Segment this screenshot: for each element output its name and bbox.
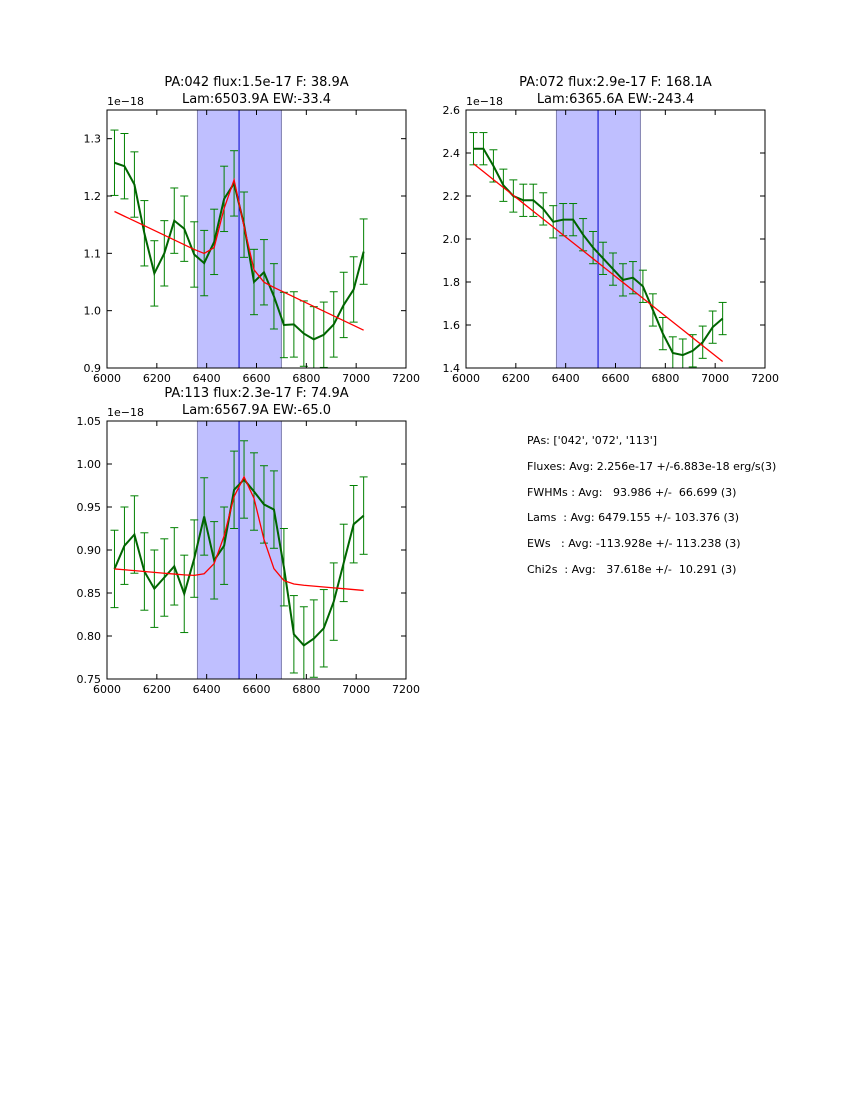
x-tick-label: 6400 <box>193 683 221 696</box>
y-tick-label: 0.85 <box>77 587 102 600</box>
y-tick-label: 1.05 <box>77 415 102 428</box>
data-line <box>113 477 365 647</box>
x-tick-label: 7000 <box>342 372 370 385</box>
summary-ews: EWs : Avg: -113.928e +/- 113.238 (3) <box>527 537 741 551</box>
x-tick-label: 6200 <box>143 683 171 696</box>
fit-line <box>114 475 364 592</box>
plot-area <box>110 110 368 368</box>
exponent-label: 1e−18 <box>107 95 144 108</box>
y-tick-label: 1.8 <box>443 276 461 289</box>
x-tick-label: 6200 <box>143 372 171 385</box>
x-tick-label: 6800 <box>292 683 320 696</box>
x-tick-label: 7000 <box>342 683 370 696</box>
plot-area <box>110 421 368 679</box>
y-tick-label: 0.9 <box>84 362 102 375</box>
x-tick-label: 7200 <box>392 683 420 696</box>
chart-panel-1: 6000 6200 6400 6600 6800 7000 7200 0.9 1.0 1.1 1.2… <box>84 75 421 385</box>
exponent-label: 1e−18 <box>107 406 144 419</box>
y-tick-label: 2.4 <box>443 147 461 160</box>
summary-fwhms: FWHMs : Avg: 93.986 +/- 66.699 (3) <box>527 485 737 499</box>
y-tick-label: 1.3 <box>84 133 102 146</box>
fit-line <box>473 163 724 363</box>
chart-title-line2: Lam:6567.9A EW:-65.0 <box>182 403 331 418</box>
x-tick-label: 7000 <box>701 372 729 385</box>
y-tick-label: 1.6 <box>443 319 461 332</box>
chart-title-line1: PA:072 flux:2.9e-17 F: 168.1A <box>519 75 712 90</box>
chart-title-line1: PA:042 flux:1.5e-17 F: 38.9A <box>164 75 348 90</box>
x-tick-label: 6000 <box>93 372 121 385</box>
chart-panel-2: 6000 6200 6400 6600 6800 7000 7200 1.4 1.6 1.8 2.0… <box>443 75 780 385</box>
y-tick-label: 1.0 <box>84 305 102 318</box>
x-tick-label: 7200 <box>392 372 420 385</box>
x-tick-label: 7200 <box>751 372 779 385</box>
x-tick-label: 6600 <box>243 683 271 696</box>
chart-panel-3: 6000 6200 6400 6600 6800 7000 7200 0.75 0.80 0.85… <box>77 386 421 696</box>
y-tick-label: 2.6 <box>443 104 461 117</box>
y-tick-label: 1.4 <box>443 362 461 375</box>
x-tick-label: 6800 <box>651 372 679 385</box>
y-tick-label: 2.0 <box>443 233 461 246</box>
y-tick-label: 0.80 <box>77 630 102 643</box>
chart-title-line2: Lam:6503.9A EW:-33.4 <box>182 92 331 107</box>
summary-chi2s: Chi2s : Avg: 37.618e +/- 10.291 (3) <box>527 562 737 576</box>
chart-title-line1: PA:113 flux:2.3e-17 F: 74.9A <box>164 386 348 401</box>
x-tick-label: 6400 <box>193 372 221 385</box>
summary-lams: Lams : Avg: 6479.155 +/- 103.376 (3) <box>527 511 740 525</box>
y-tick-label: 1.2 <box>84 190 102 203</box>
summary-fluxes: Fluxes: Avg: 2.256e-17 +/-6.883e-18 erg/… <box>527 459 777 473</box>
y-tick-label: 1.00 <box>77 458 102 471</box>
chart-title-line2: Lam:6365.6A EW:-243.4 <box>537 92 694 107</box>
plot-area <box>469 110 727 368</box>
x-tick-label: 6600 <box>602 372 630 385</box>
exponent-label: 1e−18 <box>466 95 503 108</box>
y-tick-label: 0.90 <box>77 544 102 557</box>
y-tick-label: 0.75 <box>77 673 102 686</box>
summary-pas: PAs: ['042', '072', '113'] <box>527 434 658 447</box>
x-tick-label: 6800 <box>292 372 320 385</box>
y-tick-label: 2.2 <box>443 190 461 203</box>
x-tick-label: 6600 <box>243 372 271 385</box>
x-tick-label: 6000 <box>452 372 480 385</box>
fit-line <box>114 177 364 331</box>
y-tick-label: 1.1 <box>84 247 102 260</box>
summary-text: PAs: ['042', '072', '113'] Fluxes: Avg: … <box>527 434 776 589</box>
x-tick-label: 6400 <box>552 372 580 385</box>
y-tick-label: 0.95 <box>77 501 102 514</box>
x-tick-label: 6000 <box>93 683 121 696</box>
x-tick-label: 6200 <box>502 372 530 385</box>
